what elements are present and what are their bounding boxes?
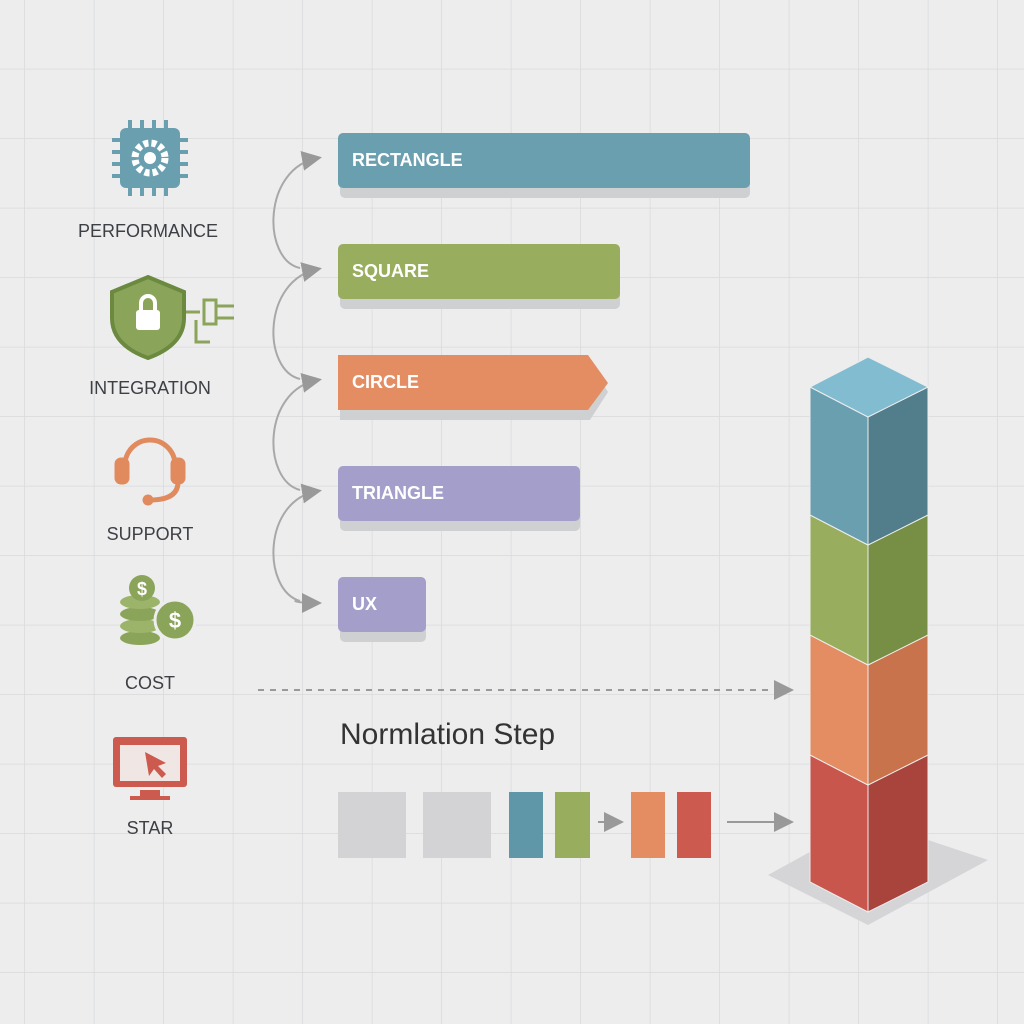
- icon-label: PERFORMANCE: [78, 221, 218, 241]
- bars: [338, 133, 750, 642]
- step-title: Normlation Step: [340, 718, 555, 751]
- svg-text:$: $: [137, 579, 147, 599]
- icon-support: [114, 437, 186, 506]
- icon-label: STAR: [127, 818, 174, 838]
- connectors: [272, 150, 322, 613]
- icon-label: COST: [125, 673, 175, 693]
- svg-text:$: $: [169, 608, 181, 633]
- step-blocks: [338, 792, 794, 858]
- icon-cost: $ $: [120, 575, 197, 645]
- bar-label: RECTANGLE: [352, 150, 463, 170]
- stack-cube: [768, 356, 988, 925]
- icon-star: [113, 737, 187, 800]
- bar-label: SQUARE: [352, 261, 429, 281]
- icon-label: INTEGRATION: [89, 378, 211, 398]
- bar-label: TRIANGLE: [352, 483, 444, 503]
- icon-integration: [110, 274, 234, 361]
- bar-label: UX: [352, 594, 377, 614]
- icon-performance: [112, 120, 188, 196]
- icon-label: SUPPORT: [107, 524, 194, 544]
- bar-label: CIRCLE: [352, 372, 419, 392]
